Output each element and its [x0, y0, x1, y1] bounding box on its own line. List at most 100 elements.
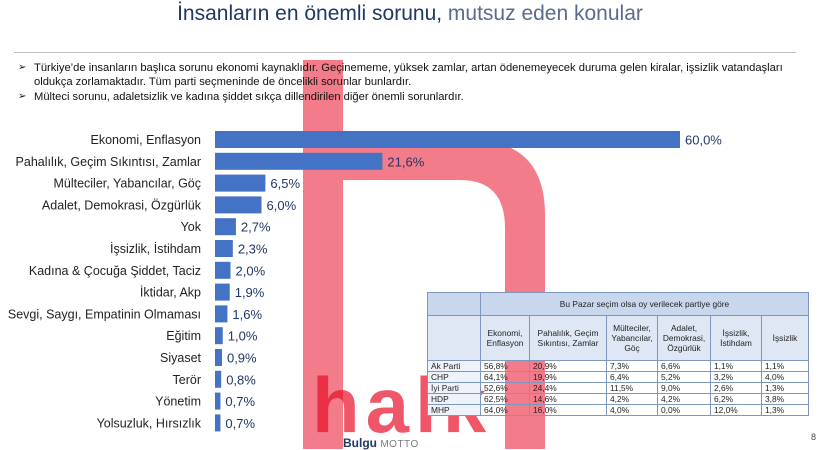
party-name: MHP [427, 404, 481, 416]
category-label: Kadına & Çocuğa Şiddet, Taciz [29, 264, 201, 278]
category-label: İktidar, Akp [140, 286, 201, 300]
table-cell: 6,4% [606, 371, 658, 383]
bar [215, 218, 236, 236]
bar [215, 261, 231, 279]
brand-motto: MOTTO [380, 439, 419, 450]
table-cell: 4,0% [761, 371, 809, 383]
column-header: Ekonomi, Enflasyon [480, 315, 530, 361]
title-main: İnsanların en önemli sorunu, [177, 2, 443, 25]
category-label: İşsizlik, İstihdam [110, 242, 201, 256]
table-row: HDP 62,5% 14,6% 4,2% 4,2% 6,2% 3,8% [427, 393, 809, 405]
category-label: Ekonomi, Enflasyon [91, 133, 202, 147]
bar [215, 131, 680, 148]
table-cell: 1,1% [710, 360, 762, 372]
table-header-row: Bu Pazar seçim olsa oy verilecek partiye… [427, 292, 809, 316]
bar-chart: Ekonomi, Enflasyon 60,0% Pahalılık, Geçim … [8, 131, 722, 432]
category-label: Eğitim [166, 329, 201, 343]
value-label: 21,6% [387, 154, 424, 169]
table-cell: 1,3% [761, 404, 809, 416]
bullet-text: Mülteci sorunu, adaletsizlik ve kadına ş… [34, 91, 464, 103]
party-name: Ak Parti [427, 360, 481, 372]
bar [215, 370, 222, 388]
value-label: 6,0% [267, 198, 297, 213]
table-cell: 1,1% [761, 360, 809, 372]
table-row: Ak Parti 56,8% 20,9% 7,3% 6,6% 1,1% 1,1% [427, 360, 809, 372]
table-cell: 20,9% [529, 360, 607, 372]
bullet-text: Türkiye’de insanların başlıca sorunu eko… [34, 62, 783, 88]
table-cell: 56,8% [480, 360, 530, 372]
value-label: 1,9% [235, 285, 265, 300]
brand-name: Bulgu [343, 436, 377, 450]
bar [215, 152, 383, 170]
bullet-item: ➢ Mülteci sorunu, adaletsizlik ve kadına … [18, 90, 803, 104]
table-cell: 19,9% [529, 371, 607, 383]
footer-brand: Bulgu MOTTO [343, 436, 419, 450]
bar [215, 327, 223, 345]
bar [215, 283, 230, 301]
value-label: 1,6% [232, 307, 262, 322]
category-label: Yok [181, 220, 202, 234]
table-row: MHP 64,0% 16,0% 4,0% 0,0% 12,0% 1,3% [427, 404, 809, 416]
value-label: 1,0% [228, 329, 258, 344]
table-column-row: Ekonomi, Enflasyon Pahalılık, Geçim Sıkı… [427, 315, 809, 361]
table-cell: 24,4% [529, 382, 607, 394]
table-cell: 9,0% [657, 382, 711, 394]
column-header: Pahalılık, Geçim Sıkıntısı, Zamlar [529, 315, 607, 361]
page-title: İnsanların en önemli sorunu, mutsuz eden… [0, 2, 820, 26]
table-cell: 4,0% [606, 404, 658, 416]
bar [215, 349, 222, 366]
bar [215, 305, 228, 323]
value-label: 2,3% [238, 242, 268, 257]
value-label: 0,8% [226, 372, 256, 387]
category-label: Mülteciler, Yabancılar, Göç [53, 177, 201, 191]
value-label: 2,7% [241, 220, 271, 235]
table-cell: 3,8% [761, 393, 809, 405]
page-number: 8 [810, 432, 816, 442]
table-cell: 5,2% [657, 371, 711, 383]
table-cell: 1,3% [761, 382, 809, 394]
arrow-bullet-icon: ➢ [18, 62, 27, 73]
table-cell: 14,6% [529, 393, 607, 405]
column-header: İşsizlik, İstihdam [710, 315, 762, 361]
table-header: Bu Pazar seçim olsa oy verilecek partiye… [480, 292, 809, 316]
table-cell: 16,0% [529, 404, 607, 416]
category-label: Sevgi, Saygı, Empatinin Olmaması [8, 307, 201, 321]
table-row: CHP 64,1% 19,9% 6,4% 5,2% 3,2% 4,0% [427, 371, 809, 383]
value-label: 60,0% [685, 133, 722, 148]
value-label: 0,7% [225, 416, 255, 431]
column-header: Adalet, Demokrasi, Özgürlük [657, 315, 711, 361]
table-cell: 11,5% [606, 382, 658, 394]
bar [215, 414, 221, 432]
party-breakdown-table: Bu Pazar seçim olsa oy verilecek partiye… [427, 292, 809, 416]
title-divider [14, 52, 796, 53]
title-sub: mutsuz eden konular [442, 2, 643, 25]
table-cell: 4,2% [606, 393, 658, 405]
bar [215, 240, 233, 257]
category-label: Yolsuzluk, Hırsızlık [97, 416, 202, 430]
category-label: Siyaset [160, 351, 202, 365]
value-label: 6,5% [270, 176, 300, 191]
table-corner-cell [427, 315, 481, 361]
category-label: Yönetim [155, 395, 201, 409]
table-cell: 3,2% [710, 371, 762, 383]
table-cell: 6,6% [657, 360, 711, 372]
category-label: Pahalılık, Geçim Sıkıntısı, Zamlar [16, 155, 201, 169]
arrow-bullet-icon: ➢ [18, 91, 27, 102]
column-header: Mülteciler, Yabancılar, Göç [606, 315, 658, 361]
party-name: CHP [427, 371, 481, 383]
value-label: 0,9% [227, 351, 257, 366]
party-name: HDP [427, 393, 481, 405]
table-corner-cell [427, 292, 481, 316]
category-label: Terör [173, 373, 201, 387]
bar [215, 196, 262, 214]
bar [215, 392, 221, 410]
table-cell: 7,3% [606, 360, 658, 372]
table-cell: 64,0% [480, 404, 530, 416]
table-cell: 2,6% [710, 382, 762, 394]
bullet-list: ➢ Türkiye’de insanların başlıca sorunu ek… [18, 61, 803, 105]
table-cell: 0,0% [657, 404, 711, 416]
category-label: Adalet, Demokrasi, Özgürlük [42, 198, 202, 212]
table-cell: 52,6% [480, 382, 530, 394]
value-label: 2,0% [236, 263, 266, 278]
party-name: İyi Parti [427, 382, 481, 394]
